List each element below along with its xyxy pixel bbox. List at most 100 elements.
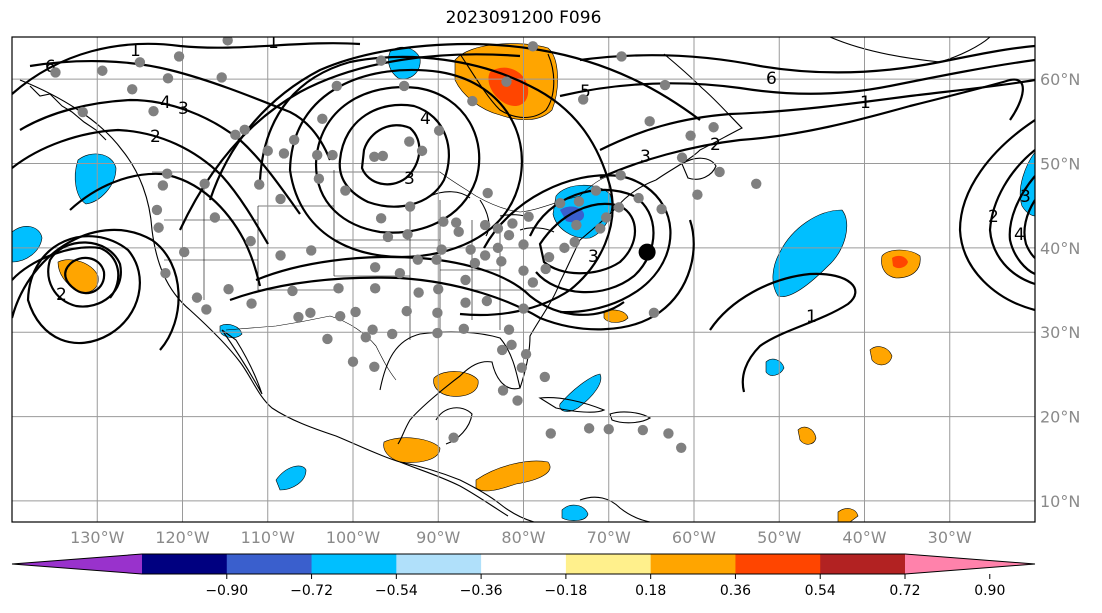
observation-point xyxy=(469,257,481,269)
lon-tick-label: 90°W xyxy=(416,528,460,547)
anomaly-positive-gulf xyxy=(433,371,479,397)
observation-point xyxy=(127,84,138,95)
colorbar: −0.90 −0.72 −0.54 −0.36 −0.18 0.18 0.36 0.54 0.7… xyxy=(11,553,1036,599)
observation-point xyxy=(590,185,602,196)
contour-line xyxy=(12,128,269,245)
observation-point xyxy=(275,250,286,261)
contour-line xyxy=(47,241,122,308)
anomaly-positive-small4 xyxy=(837,508,859,522)
anomaly-positive-small1 xyxy=(603,309,629,323)
contour-label: 6 xyxy=(766,69,777,89)
contour-line xyxy=(1008,175,1035,276)
contour-line xyxy=(988,149,1035,286)
observation-point xyxy=(311,149,323,161)
observation-point xyxy=(360,332,371,343)
observation-point xyxy=(173,51,185,62)
observation-point xyxy=(663,428,674,439)
contour-line xyxy=(483,174,672,314)
observation-point xyxy=(453,226,464,238)
observation-point xyxy=(327,149,338,161)
observation-point xyxy=(347,356,359,367)
observation-point xyxy=(222,37,233,46)
anomaly-negative-caribsea xyxy=(559,373,602,412)
coastline-baja xyxy=(221,329,263,395)
observation-point xyxy=(369,361,380,372)
lon-tick-label: 50°W xyxy=(757,528,801,547)
contour-line xyxy=(599,78,1024,180)
lat-tick-label: 30°N xyxy=(1040,323,1080,342)
observation-point xyxy=(603,424,614,435)
coastline-great-lakes xyxy=(429,191,555,237)
contour-line xyxy=(528,188,655,294)
observation-point xyxy=(436,244,447,255)
contour-label: 3 xyxy=(404,169,415,189)
observation-point xyxy=(648,307,660,319)
observation-point xyxy=(377,150,389,162)
colorbar-tick-label: −0.18 xyxy=(544,583,587,599)
observation-point xyxy=(223,284,234,295)
anomaly-positive-small2 xyxy=(869,346,893,366)
colorbar-tick-label: −0.90 xyxy=(205,583,248,599)
observation-point xyxy=(615,170,626,181)
observation-point xyxy=(507,218,518,229)
contour-label: 3 xyxy=(1020,187,1031,207)
contour-line xyxy=(64,256,106,295)
observation-point xyxy=(288,134,300,146)
observation-point xyxy=(246,298,257,309)
observation-point xyxy=(467,95,478,107)
observation-point xyxy=(97,65,108,76)
observation-point xyxy=(160,267,171,279)
coastline-central-america xyxy=(399,461,535,522)
observation-point xyxy=(201,304,212,315)
colorbar-segment xyxy=(565,554,652,574)
observation-point xyxy=(412,254,423,265)
anomaly-strong-hudson xyxy=(488,67,529,107)
observation-point xyxy=(692,189,703,200)
observation-point xyxy=(199,178,210,189)
observation-point xyxy=(340,185,351,196)
colorbar-tick-label: −0.36 xyxy=(460,583,503,599)
observation-point xyxy=(317,113,328,125)
contour-line xyxy=(958,119,1035,312)
lon-tick-label: 130°W xyxy=(70,528,125,547)
observation-point xyxy=(375,213,387,224)
colorbar-tick-label: 0.18 xyxy=(635,583,666,599)
observation-point xyxy=(448,432,459,443)
observation-point xyxy=(460,274,471,286)
coastline-greenland xyxy=(829,37,991,63)
observation-point xyxy=(520,348,532,360)
colorbar-tick-label: −0.54 xyxy=(375,583,418,599)
contour-line xyxy=(29,59,332,161)
observation-point xyxy=(432,327,443,339)
lat-tick-label: 60°N xyxy=(1040,70,1080,89)
observation-point xyxy=(616,51,627,62)
anomaly-negative-pacific xyxy=(12,226,43,263)
observation-point xyxy=(545,428,556,439)
contour-label: 1 xyxy=(268,33,279,53)
observation-point xyxy=(518,239,529,250)
observation-point xyxy=(613,202,625,213)
observation-point xyxy=(402,229,413,240)
contour-line xyxy=(12,228,180,351)
observation-point xyxy=(230,129,241,141)
observation-point xyxy=(151,204,163,216)
observation-point xyxy=(460,297,471,308)
contour-line xyxy=(314,86,481,234)
lon-tick-label: 40°W xyxy=(842,528,886,547)
contour-line xyxy=(1023,199,1035,259)
observation-point xyxy=(157,180,169,191)
lat-tick-label: 20°N xyxy=(1040,408,1080,427)
anomaly-negative-pacnw xyxy=(74,153,117,205)
observation-point xyxy=(644,116,655,127)
lon-tick-label: 110°W xyxy=(241,528,296,547)
observation-point xyxy=(506,339,517,351)
observation-point xyxy=(573,196,585,207)
observation-point xyxy=(50,67,61,78)
observation-point xyxy=(161,168,173,179)
observation-point xyxy=(438,216,449,227)
observation-point xyxy=(600,212,612,223)
contour-label: 2 xyxy=(56,285,67,305)
observation-point xyxy=(714,166,725,178)
observation-point xyxy=(369,283,381,294)
observation-point xyxy=(708,122,719,133)
